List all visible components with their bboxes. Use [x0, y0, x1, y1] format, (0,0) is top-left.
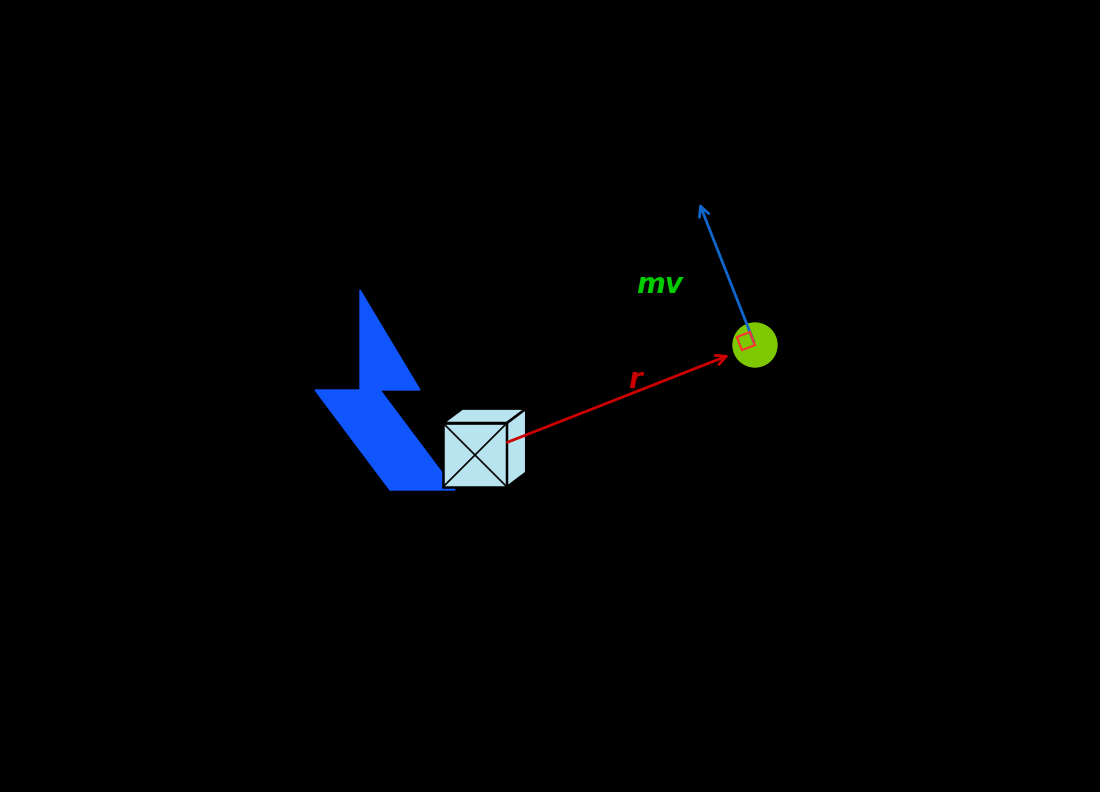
Polygon shape	[315, 290, 455, 490]
Polygon shape	[507, 409, 526, 487]
Polygon shape	[443, 423, 507, 487]
Circle shape	[733, 323, 777, 367]
Text: r: r	[628, 366, 641, 394]
Polygon shape	[443, 409, 526, 423]
Text: mv: mv	[637, 271, 683, 299]
